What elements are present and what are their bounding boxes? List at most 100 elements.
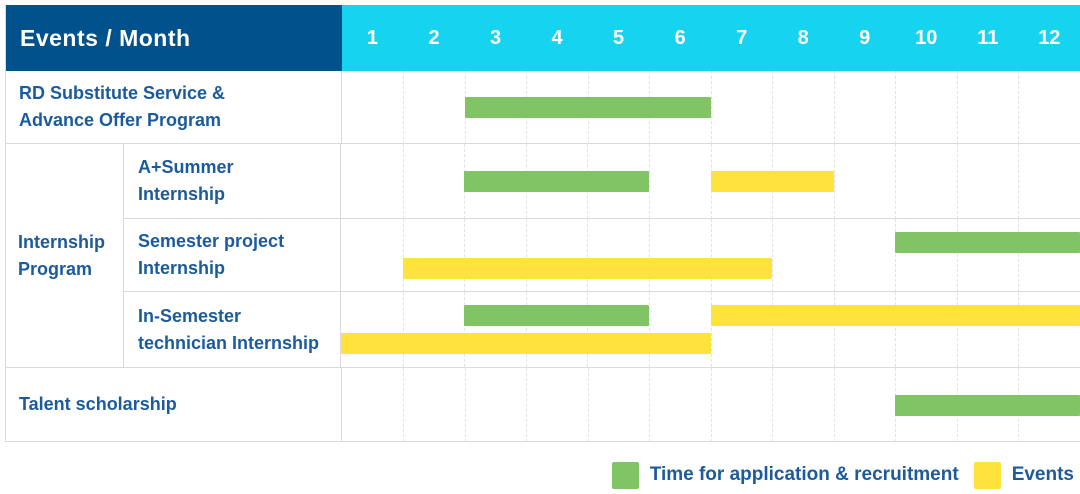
month-gridline [895,219,897,292]
row-label-line: A+Summer [138,157,234,177]
month-header-cell: 1 [366,26,379,49]
month-header-cell: 8 [797,26,809,49]
month-header-cell: 5 [613,26,625,49]
gantt-bar-application [464,171,649,192]
row-chart-area [341,144,1080,219]
month-gridline [1018,219,1020,292]
month-gridline [833,368,835,442]
month-gridline [772,368,774,442]
month-gridline [403,71,405,144]
month-gridline [772,292,774,367]
month-header-cell: 7 [736,26,748,49]
month-gridline [833,219,835,292]
table-row: Semester project Internship [124,219,1080,292]
row-chart-area [342,71,1080,144]
row-label-line: Advance Offer Program [19,110,222,130]
month-gridline [956,219,958,292]
month-axis: 1 2 3 4 5 6 7 8 9 10 11 12 [341,5,1080,71]
month-gridline [895,144,897,219]
month-gridline [710,368,712,442]
table-body: RD Substitute Service & Advance Offer Pro… [6,71,1080,442]
month-gridline [587,219,589,292]
legend: Time for application & recruitment Event… [611,460,1074,490]
month-header-cell: 3 [489,26,502,49]
month-gridline [772,71,774,144]
month-gridline [710,219,712,292]
application-swatch-icon [611,461,639,489]
month-header-cell: 2 [428,26,440,49]
month-gridline [1018,292,1020,367]
table-row: Talent scholarship [6,368,1080,442]
row-label-line: Internship [138,184,226,204]
table-row: In-Semester technician Internship [124,292,1080,367]
month-gridline [833,71,835,144]
row-label-line: In-Semester [138,305,242,326]
gantt-bar-event [710,305,1080,326]
table-header-row: Events / Month 1 2 3 4 5 6 7 8 9 10 11 12 [6,5,1080,71]
events-month-header-cell: Events / Month [6,5,342,71]
row-label: A+Summer Internship [124,144,341,218]
row-chart-area [341,219,1080,292]
month-gridline [833,292,835,367]
row-label-line: technician Internship [138,332,320,353]
month-header-cell: 12 [1038,26,1061,49]
month-gridline [895,292,897,367]
month-gridline [956,144,958,219]
month-header-cell: 10 [915,26,938,49]
month-gridline [648,144,650,219]
row-label: RD Substitute Service & Advance Offer Pro… [6,71,342,143]
row-label-line: Program [18,258,93,279]
gantt-bar-event [402,258,773,279]
table-row: RD Substitute Service & Advance Offer Pro… [6,71,1080,144]
month-gridline [402,144,404,219]
events-swatch-icon [973,461,1001,489]
month-gridline [833,144,835,219]
month-gridline [402,219,404,292]
row-label: In-Semester technician Internship [124,292,341,367]
row-label-line: Talent scholarship [19,394,177,414]
month-gridline [464,292,466,367]
month-gridline [1018,71,1020,144]
month-gridline [895,71,897,144]
month-gridline [649,368,651,442]
month-gridline [956,71,958,144]
month-header-cell: 9 [859,26,871,49]
row-chart-area [342,368,1080,442]
gantt-bar-application [464,97,711,118]
events-month-table: Events / Month 1 2 3 4 5 6 7 8 9 10 11 12 RD Substi… [5,5,1080,442]
month-gridline [772,219,774,292]
month-gridline [648,292,650,367]
gantt-bar-event [341,333,711,354]
month-gridline [587,368,589,442]
month-gridline [710,71,712,144]
gantt-bar-event [710,171,834,192]
month-gridline [403,368,405,442]
legend-application-label: Time for application & recruitment [649,464,959,485]
group-label: Internship Program [6,144,124,367]
month-gridline [525,219,527,292]
row-label: Semester project Internship [124,219,341,291]
month-gridline [956,292,958,367]
gantt-bar-application [895,232,1080,253]
month-gridline [587,292,589,367]
group-sub-rows: A+Summer Internship Semester project Intern… [124,144,1080,367]
legend-events-label: Events [1011,464,1074,485]
month-gridline [525,292,527,367]
month-gridline [648,219,650,292]
row-label-line: Semester project [138,231,285,251]
legend-item-events: Events [973,461,1074,489]
row-group-internship-program: Internship Program A+Summer Internship Semes… [6,144,1080,368]
month-gridline [1018,144,1020,219]
month-header-cell: 6 [674,26,686,49]
table-row: A+Summer Internship [124,144,1080,219]
legend-item-application: Time for application & recruitment [611,461,959,489]
gantt-bar-application [464,305,649,326]
month-gridline [464,368,466,442]
month-gridline [464,219,466,292]
month-gridline [526,368,528,442]
row-label-line: Internship [18,231,106,252]
month-gridline [402,292,404,367]
month-header-cell: 11 [977,26,999,49]
gantt-bar-application [895,394,1080,416]
